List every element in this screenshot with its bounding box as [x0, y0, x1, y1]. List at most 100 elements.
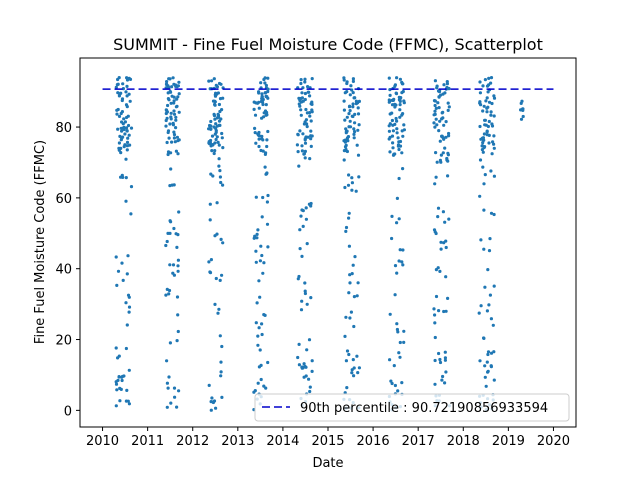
- scatter-point: [402, 123, 406, 127]
- scatter-point: [257, 134, 261, 138]
- scatter-point: [435, 160, 439, 164]
- scatter-point: [520, 99, 524, 103]
- scatter-point: [125, 388, 129, 392]
- scatter-point: [299, 108, 303, 112]
- scatter-point: [342, 108, 346, 112]
- scatter-point: [481, 136, 485, 140]
- scatter-point: [214, 406, 218, 410]
- scatter-point: [309, 119, 313, 123]
- scatter-point: [254, 260, 258, 264]
- scatter-point: [387, 76, 391, 80]
- scatter-point: [519, 108, 523, 112]
- scatter-point: [172, 136, 176, 140]
- scatter-point: [438, 158, 442, 162]
- scatter-point: [390, 214, 394, 218]
- scatter-point: [127, 133, 131, 137]
- scatter-point: [489, 76, 494, 80]
- scatter-point: [440, 117, 444, 121]
- scatter-point: [443, 220, 447, 224]
- scatter-point: [214, 122, 218, 126]
- scatter-point: [482, 104, 486, 108]
- scatter-point: [176, 329, 180, 334]
- scatter-point: [170, 140, 174, 144]
- scatter-point: [300, 96, 304, 100]
- scatter-point: [433, 382, 437, 386]
- scatter-point: [168, 89, 172, 94]
- scatter-point: [350, 272, 354, 276]
- scatter-point: [296, 133, 300, 137]
- scatter-point: [255, 301, 259, 305]
- scatter-point: [211, 174, 215, 178]
- scatter-point: [219, 180, 223, 185]
- x-tick-label: 2014: [266, 434, 299, 449]
- scatter-point: [395, 131, 399, 135]
- scatter-point: [209, 119, 213, 124]
- scatter-point: [349, 310, 353, 314]
- scatter-point: [169, 101, 173, 105]
- scatter-point: [172, 95, 176, 99]
- scatter-point: [262, 384, 266, 388]
- x-tick-label: 2012: [176, 434, 209, 449]
- scatter-point: [300, 91, 304, 95]
- scatter-point: [436, 215, 440, 219]
- scatter-point: [254, 101, 258, 105]
- scatter-point: [439, 153, 443, 157]
- scatter-point: [128, 143, 132, 147]
- scatter-point: [116, 77, 120, 82]
- scatter-point: [257, 106, 261, 110]
- scatter-point: [174, 115, 178, 119]
- scatter-point: [260, 134, 264, 138]
- scatter-point: [488, 237, 492, 241]
- scatter-point: [124, 176, 128, 180]
- scatter-point: [478, 91, 482, 95]
- scatter-point: [356, 371, 360, 375]
- scatter-point: [481, 165, 485, 169]
- scatter-point: [443, 358, 447, 362]
- scatter-point: [489, 365, 493, 369]
- chart-title: SUMMIT - Fine Fuel Moisture Code (FFMC),…: [113, 35, 543, 54]
- scatter-point: [120, 375, 124, 379]
- scatter-point: [123, 132, 127, 136]
- scatter-point: [346, 135, 351, 139]
- scatter-point: [397, 259, 401, 263]
- scatter-point: [114, 382, 119, 386]
- scatter-point: [129, 126, 134, 130]
- scatter-point: [219, 82, 223, 86]
- scatter-point: [394, 103, 398, 107]
- scatter-point: [264, 103, 268, 107]
- scatter-point: [259, 81, 263, 85]
- scatter-point: [127, 368, 131, 372]
- scatter-point: [266, 87, 270, 91]
- scatter-point: [305, 122, 309, 126]
- scatter-point: [119, 126, 123, 130]
- scatter-point: [208, 202, 212, 206]
- x-tick-label: 2019: [492, 434, 525, 449]
- scatter-point: [486, 268, 490, 272]
- scatter-point: [303, 77, 307, 81]
- scatter-point: [256, 381, 260, 385]
- scatter-point: [126, 136, 130, 140]
- scatter-point: [266, 129, 270, 134]
- scatter-point: [478, 158, 483, 162]
- scatter-point: [165, 381, 169, 385]
- scatter-point: [344, 359, 348, 363]
- scatter-points: [114, 76, 525, 412]
- scatter-point: [168, 219, 172, 223]
- scatter-point: [125, 129, 129, 133]
- scatter-point: [165, 239, 169, 244]
- scatter-point: [351, 358, 355, 362]
- scatter-point: [489, 211, 494, 215]
- scatter-point: [128, 99, 132, 103]
- scatter-point: [391, 141, 395, 145]
- scatter-point: [210, 134, 215, 138]
- scatter-point: [352, 374, 356, 378]
- scatter-point: [261, 195, 265, 200]
- scatter-point: [174, 149, 178, 153]
- scatter-point: [347, 291, 351, 295]
- scatter-point: [208, 271, 213, 275]
- scatter-point: [485, 309, 489, 313]
- scatter-point: [253, 131, 257, 135]
- scatter-point: [217, 102, 221, 107]
- scatter-point: [483, 375, 487, 379]
- scatter-point: [117, 354, 121, 358]
